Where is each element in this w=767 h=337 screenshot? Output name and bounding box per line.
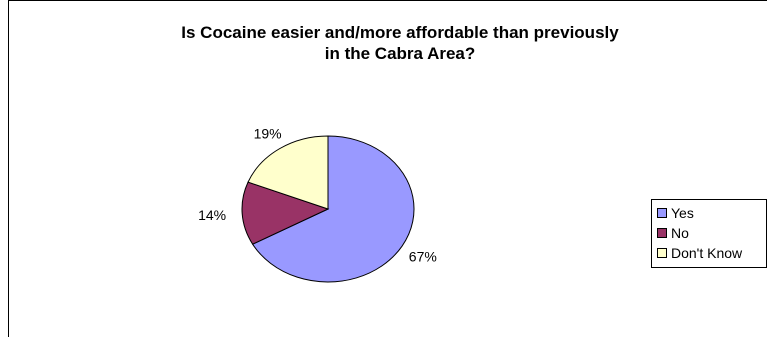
pie-label-dont-know: 19%	[254, 126, 282, 142]
legend-item-no: No	[657, 224, 689, 242]
chart-legend: Yes No Don't Know	[651, 199, 767, 268]
chart-title: Is Cocaine easier and/more affordable th…	[60, 22, 740, 64]
legend-swatch-yes	[657, 208, 667, 218]
legend-swatch-dont-know	[657, 248, 667, 258]
legend-label-dont-know: Don't Know	[671, 245, 743, 261]
pie-slice-no	[241, 181, 330, 245]
pie-slice-dont-know	[247, 135, 329, 210]
pie-label-no: 14%	[198, 207, 226, 223]
legend-label-no: No	[671, 225, 689, 241]
chart-title-line-2: in the Cabra Area?	[324, 44, 476, 63]
legend-item-yes: Yes	[657, 204, 694, 222]
pie-label-yes: 67%	[409, 249, 437, 265]
legend-label-yes: Yes	[671, 205, 694, 221]
chart-frame	[8, 0, 767, 337]
legend-item-dont-know: Don't Know	[657, 244, 742, 262]
pie-slice-yes	[251, 135, 415, 283]
legend-swatch-no	[657, 228, 667, 238]
chart-title-line-1: Is Cocaine easier and/more affordable th…	[181, 23, 619, 42]
